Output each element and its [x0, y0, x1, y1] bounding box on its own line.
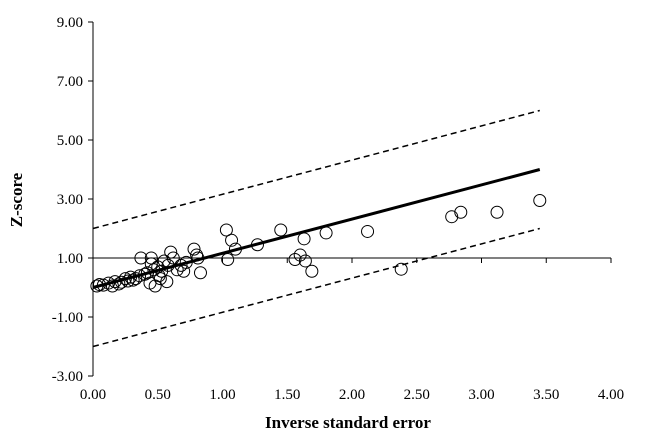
data-point	[118, 272, 132, 286]
data-point	[454, 205, 468, 219]
y-tick-label: 7.00	[57, 74, 83, 90]
data-point	[102, 276, 116, 290]
data-point	[361, 224, 375, 238]
upper-bound-line	[92, 109, 540, 230]
y-tick-label: 5.00	[57, 133, 83, 149]
y-tick-label: -1.00	[52, 310, 83, 326]
data-point	[274, 223, 288, 237]
data-point	[490, 205, 504, 219]
data-point	[250, 238, 264, 252]
data-point	[112, 277, 126, 291]
x-tick-label: 4.00	[598, 387, 624, 403]
data-point	[298, 254, 312, 268]
y-tick-label: 3.00	[57, 192, 83, 208]
labels-layer: -3.00 -1.00 1.00 3.00 5.00 7.00 9.00 0.00 0.50 1.…	[52, 15, 624, 403]
data-point	[193, 266, 207, 280]
data-point	[170, 263, 184, 277]
data-point	[533, 193, 547, 207]
lines-layer	[92, 109, 541, 348]
data-point	[177, 264, 191, 278]
data-point	[157, 254, 171, 268]
data-point	[108, 275, 122, 289]
data-point	[445, 210, 459, 224]
y-tick-label: 1.00	[57, 251, 83, 267]
x-tick-label: 1.00	[209, 387, 235, 403]
data-point	[161, 258, 175, 272]
x-tick-label: 0.50	[145, 387, 171, 403]
data-point	[305, 264, 319, 278]
lower-bound-line	[92, 227, 540, 348]
data-point	[166, 251, 180, 265]
data-point	[153, 272, 167, 286]
regression-line	[92, 168, 541, 289]
data-point	[164, 245, 178, 259]
data-point	[187, 242, 201, 256]
data-point	[319, 226, 333, 240]
y-tick-label: 9.00	[57, 15, 83, 31]
data-point	[394, 262, 408, 276]
data-point	[121, 274, 135, 288]
data-point	[96, 278, 110, 292]
data-point	[288, 252, 302, 266]
data-point	[126, 273, 140, 287]
data-point	[225, 233, 239, 247]
x-axis-title: Inverse standard error	[265, 413, 431, 432]
data-point	[228, 242, 242, 256]
data-point	[129, 272, 143, 286]
x-tick-label: 2.50	[404, 387, 430, 403]
x-tick-label: 3.00	[468, 387, 494, 403]
data-point	[191, 251, 205, 265]
data-point	[134, 251, 148, 265]
points-layer	[90, 193, 547, 293]
x-tick-label: 1.50	[274, 387, 300, 403]
x-tick-label: 3.50	[533, 387, 559, 403]
data-point	[219, 223, 233, 237]
data-point	[221, 252, 235, 266]
data-point	[124, 270, 138, 284]
data-point	[144, 257, 158, 271]
axes-layer	[88, 21, 612, 377]
data-point	[179, 255, 193, 269]
data-point	[160, 275, 174, 289]
data-point	[297, 232, 311, 246]
x-tick-label: 2.00	[339, 387, 365, 403]
data-point	[92, 278, 106, 292]
y-tick-label: -3.00	[52, 369, 83, 385]
x-tick-label: 0.00	[80, 387, 106, 403]
data-point	[133, 269, 147, 283]
y-axis-title: Z-score	[7, 172, 26, 227]
